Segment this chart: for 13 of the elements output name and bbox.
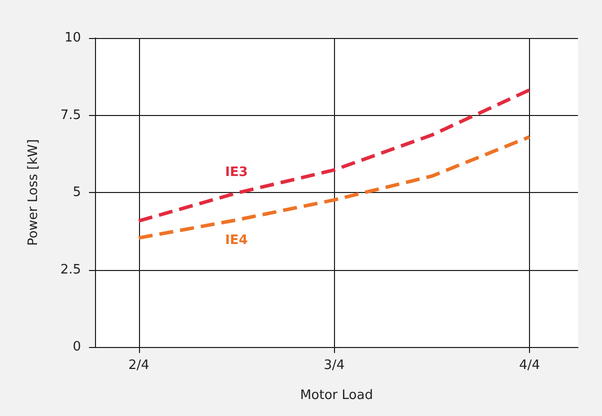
y-tick-label: 0 [72, 340, 81, 354]
y-tick-label: 2.5 [60, 262, 81, 278]
y-tick-label: 5 [72, 185, 81, 200]
y-tick-label: 7.5 [60, 108, 81, 123]
x-tick-label: 4/4 [519, 358, 540, 373]
y-tick-label: 10 [64, 30, 81, 46]
line-series [137, 88, 532, 223]
x-tick-label: 2/4 [128, 358, 150, 373]
series-label: IE3 [225, 165, 248, 180]
x-axis-title: Motor Load [300, 388, 373, 403]
series-label: IE4 [225, 233, 248, 248]
y-axis-title: Power Loss [kW] [26, 139, 41, 246]
x-tick-label: 3/4 [324, 358, 345, 373]
